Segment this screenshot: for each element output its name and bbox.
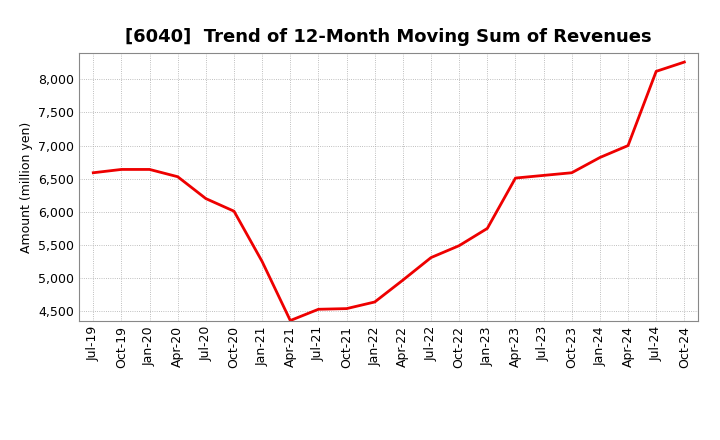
Y-axis label: Amount (million yen): Amount (million yen) [19, 121, 33, 253]
Title: [6040]  Trend of 12-Month Moving Sum of Revenues: [6040] Trend of 12-Month Moving Sum of R… [125, 28, 652, 46]
